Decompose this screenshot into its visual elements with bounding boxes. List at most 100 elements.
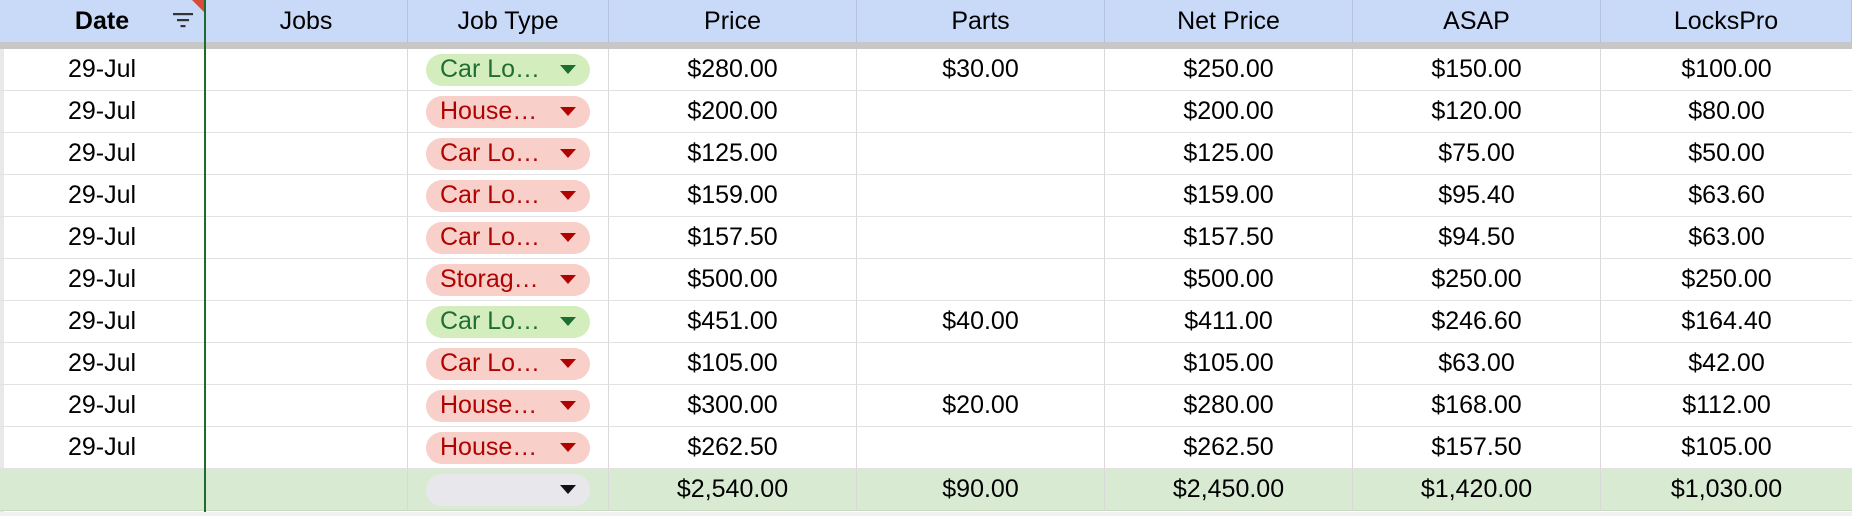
cell-asap[interactable]: $246.60 bbox=[1353, 301, 1601, 343]
cell-job-type[interactable]: House… bbox=[408, 427, 609, 469]
job-type-dropdown[interactable]: Car Lo… bbox=[426, 221, 590, 254]
cell-price[interactable]: $280.00 bbox=[609, 49, 857, 91]
header-job-type[interactable]: Job Type bbox=[408, 0, 609, 42]
cell-price[interactable]: $200.00 bbox=[609, 91, 857, 133]
cell-net-price[interactable]: $125.00 bbox=[1105, 133, 1353, 175]
cell-jobs[interactable] bbox=[205, 301, 408, 343]
cell-price[interactable]: $157.50 bbox=[609, 217, 857, 259]
job-type-dropdown[interactable] bbox=[426, 473, 590, 506]
header-net-price[interactable]: Net Price bbox=[1105, 0, 1353, 42]
total-cell-date[interactable] bbox=[0, 469, 205, 511]
cell-price[interactable]: $159.00 bbox=[609, 175, 857, 217]
cell-lockspro[interactable]: $100.00 bbox=[1601, 49, 1852, 91]
total-cell-net-price[interactable]: $2,450.00 bbox=[1105, 469, 1353, 511]
total-cell-parts[interactable]: $90.00 bbox=[857, 469, 1105, 511]
cell-parts[interactable]: $40.00 bbox=[857, 301, 1105, 343]
cell-jobs[interactable] bbox=[205, 133, 408, 175]
cell-asap[interactable]: $250.00 bbox=[1353, 259, 1601, 301]
cell-date[interactable]: 29-Jul bbox=[0, 49, 205, 91]
job-type-dropdown[interactable]: Car Lo… bbox=[426, 179, 590, 212]
cell-job-type[interactable]: Car Lo… bbox=[408, 49, 609, 91]
frozen-row-divider[interactable] bbox=[0, 42, 1852, 49]
job-type-dropdown[interactable]: Car Lo… bbox=[426, 53, 590, 86]
cell-lockspro[interactable]: $50.00 bbox=[1601, 133, 1852, 175]
total-cell-job-type[interactable] bbox=[408, 469, 609, 511]
cell-parts[interactable] bbox=[857, 343, 1105, 385]
cell-date[interactable]: 29-Jul bbox=[0, 427, 205, 469]
header-parts[interactable]: Parts bbox=[857, 0, 1105, 42]
cell-price[interactable]: $105.00 bbox=[609, 343, 857, 385]
cell-net-price[interactable]: $411.00 bbox=[1105, 301, 1353, 343]
dropdown-arrow-icon[interactable] bbox=[560, 65, 576, 74]
header-jobs[interactable]: Jobs bbox=[205, 0, 408, 42]
header-lockspro[interactable]: LocksPro bbox=[1601, 0, 1852, 42]
job-type-dropdown[interactable]: House… bbox=[426, 95, 590, 128]
cell-parts[interactable] bbox=[857, 133, 1105, 175]
cell-jobs[interactable] bbox=[205, 427, 408, 469]
cell-price[interactable]: $451.00 bbox=[609, 301, 857, 343]
cell-job-type[interactable]: House… bbox=[408, 91, 609, 133]
dropdown-arrow-icon[interactable] bbox=[560, 485, 576, 494]
cell-jobs[interactable] bbox=[205, 343, 408, 385]
cell-job-type[interactable]: Car Lo… bbox=[408, 217, 609, 259]
cell-jobs[interactable] bbox=[205, 91, 408, 133]
cell-parts[interactable] bbox=[857, 91, 1105, 133]
job-type-dropdown[interactable]: Car Lo… bbox=[426, 347, 590, 380]
header-price[interactable]: Price bbox=[609, 0, 857, 42]
cell-jobs[interactable] bbox=[205, 385, 408, 427]
cell-net-price[interactable]: $105.00 bbox=[1105, 343, 1353, 385]
total-cell-asap[interactable]: $1,420.00 bbox=[1353, 469, 1601, 511]
dropdown-arrow-icon[interactable] bbox=[560, 149, 576, 158]
cell-job-type[interactable]: Storag… bbox=[408, 259, 609, 301]
cell-job-type[interactable]: Car Lo… bbox=[408, 343, 609, 385]
cell-date[interactable]: 29-Jul bbox=[0, 217, 205, 259]
dropdown-arrow-icon[interactable] bbox=[560, 359, 576, 368]
total-cell-lockspro[interactable]: $1,030.00 bbox=[1601, 469, 1852, 511]
cell-lockspro[interactable]: $250.00 bbox=[1601, 259, 1852, 301]
cell-job-type[interactable]: Car Lo… bbox=[408, 133, 609, 175]
cell-net-price[interactable]: $262.50 bbox=[1105, 427, 1353, 469]
total-cell-price[interactable]: $2,540.00 bbox=[609, 469, 857, 511]
cell-asap[interactable]: $63.00 bbox=[1353, 343, 1601, 385]
cell-parts[interactable]: $30.00 bbox=[857, 49, 1105, 91]
cell-net-price[interactable]: $157.50 bbox=[1105, 217, 1353, 259]
cell-price[interactable]: $300.00 bbox=[609, 385, 857, 427]
header-asap[interactable]: ASAP bbox=[1353, 0, 1601, 42]
job-type-dropdown[interactable]: Car Lo… bbox=[426, 305, 590, 338]
cell-price[interactable]: $125.00 bbox=[609, 133, 857, 175]
cell-lockspro[interactable]: $80.00 bbox=[1601, 91, 1852, 133]
cell-lockspro[interactable]: $112.00 bbox=[1601, 385, 1852, 427]
cell-asap[interactable]: $168.00 bbox=[1353, 385, 1601, 427]
cell-net-price[interactable]: $159.00 bbox=[1105, 175, 1353, 217]
job-type-dropdown[interactable]: Storag… bbox=[426, 263, 590, 296]
dropdown-arrow-icon[interactable] bbox=[560, 317, 576, 326]
cell-date[interactable]: 29-Jul bbox=[0, 175, 205, 217]
cell-asap[interactable]: $94.50 bbox=[1353, 217, 1601, 259]
cell-price[interactable]: $500.00 bbox=[609, 259, 857, 301]
cell-job-type[interactable]: Car Lo… bbox=[408, 175, 609, 217]
cell-date[interactable]: 29-Jul bbox=[0, 301, 205, 343]
cell-net-price[interactable]: $500.00 bbox=[1105, 259, 1353, 301]
cell-date[interactable]: 29-Jul bbox=[0, 91, 205, 133]
cell-lockspro[interactable]: $42.00 bbox=[1601, 343, 1852, 385]
cell-asap[interactable]: $150.00 bbox=[1353, 49, 1601, 91]
cell-asap[interactable]: $75.00 bbox=[1353, 133, 1601, 175]
job-type-dropdown[interactable]: House… bbox=[426, 431, 590, 464]
dropdown-arrow-icon[interactable] bbox=[560, 443, 576, 452]
total-cell-jobs[interactable] bbox=[205, 469, 408, 511]
cell-price[interactable]: $262.50 bbox=[609, 427, 857, 469]
dropdown-arrow-icon[interactable] bbox=[560, 191, 576, 200]
cell-lockspro[interactable]: $164.40 bbox=[1601, 301, 1852, 343]
cell-net-price[interactable]: $250.00 bbox=[1105, 49, 1353, 91]
dropdown-arrow-icon[interactable] bbox=[560, 233, 576, 242]
job-type-dropdown[interactable]: House… bbox=[426, 389, 590, 422]
cell-jobs[interactable] bbox=[205, 49, 408, 91]
cell-parts[interactable] bbox=[857, 427, 1105, 469]
dropdown-arrow-icon[interactable] bbox=[560, 107, 576, 116]
cell-lockspro[interactable]: $63.00 bbox=[1601, 217, 1852, 259]
cell-jobs[interactable] bbox=[205, 175, 408, 217]
cell-date[interactable]: 29-Jul bbox=[0, 259, 205, 301]
cell-parts[interactable]: $20.00 bbox=[857, 385, 1105, 427]
cell-parts[interactable] bbox=[857, 175, 1105, 217]
dropdown-arrow-icon[interactable] bbox=[560, 275, 576, 284]
